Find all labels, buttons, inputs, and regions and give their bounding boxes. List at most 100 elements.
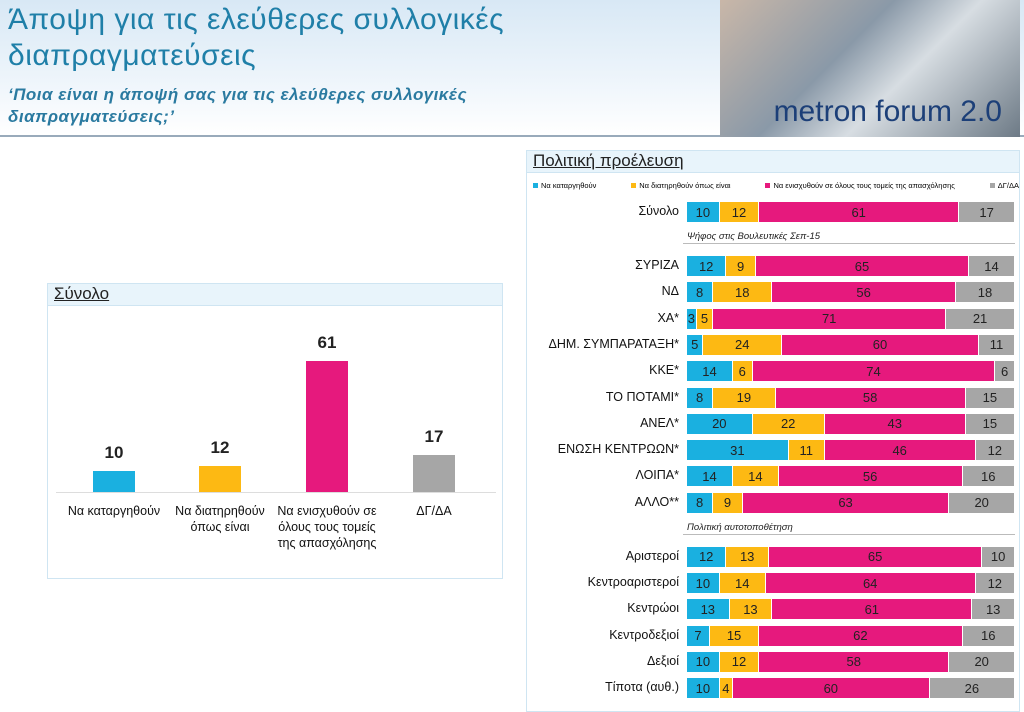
value-label: 11 [989,337,1004,353]
bar-segment: 10 [687,651,720,672]
panel-title: Πολιτική προέλευση [527,151,1019,173]
value-label: 14 [748,468,763,484]
bar-segment: 58 [759,651,950,672]
bar-segment: 56 [772,282,956,303]
value-label: 31 [730,442,745,458]
value-label: 21 [972,311,988,327]
row-label: ΣΥΡΙΖΑ [635,258,679,272]
bar-segment: 15 [965,387,1015,408]
section-label: Ψήφος στις Βουλευτικές Σεπ-15 [687,231,821,242]
section-label: Πολιτική αυτοτοποθέτηση [687,521,793,533]
bar-segment: 13 [729,599,773,620]
value-label: 56 [862,468,878,484]
value-label: 4 [722,680,730,696]
bar-segment: 20 [687,413,753,434]
value-label: 19 [736,390,752,405]
value-label: 20 [974,495,989,511]
value-label: 26 [964,680,980,696]
value-label: 13 [743,601,758,617]
x-tick-label: Να διατηρηθούν όπως είναι [175,504,265,534]
bar-segment: 16 [962,625,1015,646]
bar-segment: 10 [982,546,1015,567]
bar-segment: 9 [713,492,743,513]
value-label: 64 [862,575,878,591]
section-rule [683,243,1015,244]
value-label: 20 [974,654,989,670]
value-label: 58 [846,654,861,670]
legend-item: Να διατηρηθούν όπως είναι [631,181,731,190]
value-label: 17 [979,204,994,220]
bar-segment: 10 [687,202,720,222]
row-label: ΑΝΕΛ* [640,415,679,430]
value-label: 10 [695,654,711,670]
value-label: 14 [984,258,999,274]
value-label: 12 [987,442,1003,458]
value-label: 20 [712,416,727,432]
x-tick-label: Να καταργηθούν [67,504,161,518]
bar-segment: 13 [726,546,769,567]
value-label: 5 [700,311,709,327]
legend-item: Να ενισχυθούν σε όλους τους τομείς της α… [765,181,955,190]
bar-segment: 60 [732,678,930,699]
value-label: 61 [851,204,866,220]
value-label: 18 [735,284,750,300]
bar-segment: 71 [713,308,947,329]
bar-segment: 20 [949,492,1015,513]
row-label: ΔΗΜ. ΣΥΜΠΑΡΑΤΑΞΗ* [548,336,679,351]
value-label: 3 [687,311,696,327]
value-label: 13 [700,601,716,617]
bar-segment: 62 [759,625,963,646]
row-label: Αριστεροί [625,548,679,563]
value-label: 71 [821,311,837,327]
value-label: 15 [982,416,998,432]
bar-segment: 9 [726,256,756,276]
bar-segment: 14 [687,466,733,487]
page-subtitle: ‘Ποια είναι η άποψή σας για τις ελεύθερε… [8,85,468,126]
value-label: 12 [731,654,747,670]
value-label: 61 [317,332,337,352]
value-label: 11 [799,442,813,458]
legend-swatch [631,183,637,188]
bar-segment: 18 [713,282,773,303]
legend-swatch [765,183,771,188]
legend-label: ΔΓ/ΔΑ [997,181,1019,190]
row-label: ΕΝΩΣΗ ΚΕΝΤΡΩΩΝ* [557,442,679,457]
bar-segment: 14 [719,573,766,593]
value-label: 12 [987,575,1003,591]
bar-segment: 26 [929,678,1015,699]
value-label: 10 [104,442,124,462]
bar [306,360,348,492]
value-label: 10 [990,549,1006,565]
value-label: 15 [982,390,998,405]
value-label: 12 [698,549,714,565]
value-label: 17 [424,427,444,447]
bar-segment: 10 [687,573,720,593]
bar-segment: 43 [824,413,966,434]
bar-segment: 14 [732,466,779,487]
bar-segment: 12 [687,546,727,567]
bar-segment: 16 [962,466,1015,487]
value-label: 46 [892,442,907,458]
value-label: 12 [698,258,714,274]
baseline [56,492,496,493]
value-label: 61 [864,601,880,617]
row-label: ΤΟ ΠΟΤΑΜΙ* [605,389,679,404]
bar-segment: 15 [965,413,1015,434]
value-label: 10 [695,204,711,220]
bar-segment: 12 [975,440,1015,461]
value-label: 15 [726,628,742,644]
legend-label: Να καταργηθούν [541,181,597,190]
value-label: 10 [695,575,711,591]
row-label: Δεξιοί [646,653,679,668]
value-label: 24 [735,337,750,353]
bar-segment: 12 [719,651,760,672]
value-label: 14 [735,575,750,591]
bar-segment: 31 [687,440,789,461]
value-label: 8 [696,495,704,511]
bar-segment: 15 [709,625,760,646]
bar-segment: 61 [759,202,960,222]
bar-segment: 4 [719,678,733,699]
row-label: ΚΚΕ* [649,363,679,378]
page-title: Άποψη για τις ελεύθερες συλλογικές διαπρ… [8,3,505,72]
bar [93,470,135,492]
